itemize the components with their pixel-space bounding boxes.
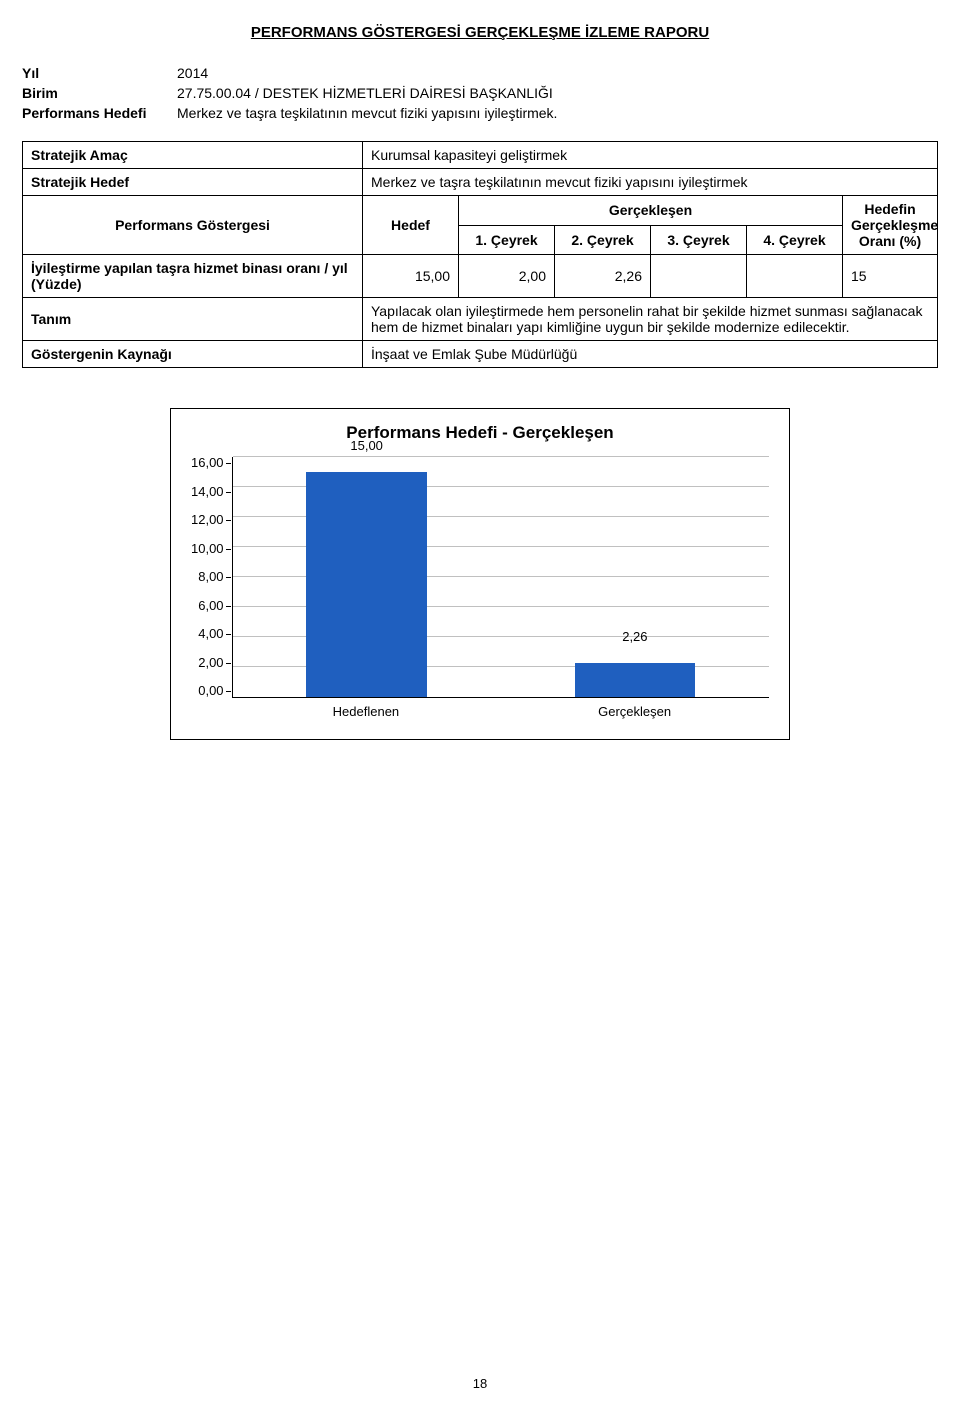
chart-y-tick: 16,00 xyxy=(191,457,224,469)
meta-label-birim: Birim xyxy=(22,85,177,101)
chart-bar-label: 2,26 xyxy=(622,629,647,644)
chart-container: Performans Hedefi - Gerçekleşen 16,00 14,… xyxy=(170,408,790,740)
label-stratejik-hedef: Stratejik Hedef xyxy=(23,169,363,196)
info-table: Stratejik Amaç Kurumsal kapasiteyi geliş… xyxy=(22,141,938,368)
value-stratejik-amac: Kurumsal kapasiteyi geliştirmek xyxy=(363,142,938,169)
cell-q3 xyxy=(651,255,747,298)
meta-label-perf-hedefi: Performans Hedefi xyxy=(22,105,177,121)
meta-label-yil: Yıl xyxy=(22,65,177,81)
header-gerceklesen: Gerçekleşen xyxy=(459,196,843,226)
chart-y-tick: 2,00 xyxy=(198,657,223,669)
chart-y-tick: 12,00 xyxy=(191,514,224,526)
chart-bar xyxy=(575,663,696,697)
cell-q4 xyxy=(747,255,843,298)
chart-x-label: Gerçekleşen xyxy=(500,704,769,719)
chart-x-label: Hedeflenen xyxy=(232,704,501,719)
chart-y-axis: 16,00 14,00 12,00 10,00 8,00 6,00 4,00 2,00 0,00 xyxy=(191,457,232,697)
meta-value-yil: 2014 xyxy=(177,65,938,81)
header-q3: 3. Çeyrek xyxy=(651,225,747,255)
cell-q1: 2,00 xyxy=(459,255,555,298)
row-indicator-data: İyileştirme yapılan taşra hizmet binası … xyxy=(23,255,938,298)
chart-y-tick: 14,00 xyxy=(191,486,224,498)
header-perf-gosterge: Performans Göstergesi xyxy=(23,196,363,255)
label-tanim: Tanım xyxy=(23,298,363,341)
value-stratejik-hedef: Merkez ve taşra teşkilatının mevcut fizi… xyxy=(363,169,938,196)
chart-title: Performans Hedefi - Gerçekleşen xyxy=(191,423,769,443)
row-tanim: Tanım Yapılacak olan iyileştirmede hem p… xyxy=(23,298,938,341)
meta-row-yil: Yıl 2014 xyxy=(22,65,938,81)
value-kaynak: İnşaat ve Emlak Şube Müdürlüğü xyxy=(363,341,938,368)
meta-value-birim: 27.75.00.04 / DESTEK HİZMETLERİ DAİRESİ … xyxy=(177,85,938,101)
meta-row-birim: Birim 27.75.00.04 / DESTEK HİZMETLERİ DA… xyxy=(22,85,938,101)
row-kaynak: Göstergenin Kaynağı İnşaat ve Emlak Şube… xyxy=(23,341,938,368)
chart-x-labels: HedeflenenGerçekleşen xyxy=(232,704,769,719)
indicator-name: İyileştirme yapılan taşra hizmet binası … xyxy=(23,255,363,298)
report-title: PERFORMANS GÖSTERGESİ GERÇEKLEŞME İZLEME… xyxy=(22,16,938,65)
label-kaynak: Göstergenin Kaynağı xyxy=(23,341,363,368)
chart-plot: 15,002,26 xyxy=(232,457,769,698)
chart-y-tick: 8,00 xyxy=(198,571,223,583)
cell-q2: 2,26 xyxy=(555,255,651,298)
header-q1: 1. Çeyrek xyxy=(459,225,555,255)
chart-y-tick: 10,00 xyxy=(191,543,224,555)
header-q4: 4. Çeyrek xyxy=(747,225,843,255)
header-hedef: Hedef xyxy=(363,196,459,255)
header-q2: 2. Çeyrek xyxy=(555,225,651,255)
row-stratejik-hedef: Stratejik Hedef Merkez ve taşra teşkilat… xyxy=(23,169,938,196)
cell-oran: 15 xyxy=(843,255,938,298)
row-stratejik-amac: Stratejik Amaç Kurumsal kapasiteyi geliş… xyxy=(23,142,938,169)
page-number: 18 xyxy=(0,1376,960,1391)
row-indicator-header-1: Performans Göstergesi Hedef Gerçekleşen … xyxy=(23,196,938,226)
cell-hedef: 15,00 xyxy=(363,255,459,298)
label-stratejik-amac: Stratejik Amaç xyxy=(23,142,363,169)
meta-value-perf-hedefi: Merkez ve taşra teşkilatının mevcut fizi… xyxy=(177,105,938,121)
meta-block: Yıl 2014 Birim 27.75.00.04 / DESTEK HİZM… xyxy=(22,65,938,121)
chart-y-tick: 0,00 xyxy=(198,685,223,697)
chart-gridline xyxy=(233,456,769,457)
chart-bar-label: 15,00 xyxy=(350,438,383,453)
chart-y-tick: 6,00 xyxy=(198,600,223,612)
chart-area: 16,00 14,00 12,00 10,00 8,00 6,00 4,00 2,00 0,00… xyxy=(191,457,769,719)
chart-bar xyxy=(306,472,427,697)
value-tanim: Yapılacak olan iyileştirmede hem persone… xyxy=(363,298,938,341)
header-hedefin-orani: Hedefin Gerçekleşme Oranı (%) xyxy=(843,196,938,255)
meta-row-perf-hedefi: Performans Hedefi Merkez ve taşra teşkil… xyxy=(22,105,938,121)
chart-y-tick: 4,00 xyxy=(198,628,223,640)
